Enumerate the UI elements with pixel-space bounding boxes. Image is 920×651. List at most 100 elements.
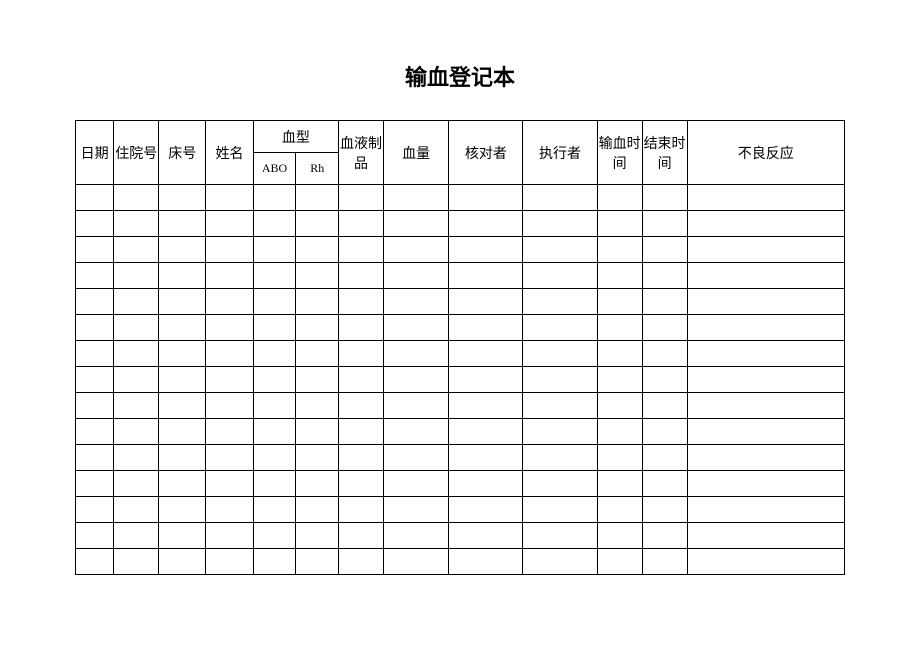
table-cell — [76, 237, 114, 263]
table-cell — [76, 471, 114, 497]
table-cell — [206, 185, 253, 211]
table-cell — [597, 263, 642, 289]
table-cell — [159, 523, 206, 549]
table-cell — [384, 471, 449, 497]
table-cell — [114, 367, 159, 393]
table-cell — [253, 523, 296, 549]
table-cell — [523, 497, 597, 523]
table-cell — [339, 497, 384, 523]
table-cell — [296, 497, 339, 523]
table-cell — [253, 549, 296, 575]
table-cell — [76, 367, 114, 393]
table-cell — [642, 289, 687, 315]
table-cell — [159, 497, 206, 523]
col-end-time: 结束时间 — [642, 121, 687, 185]
table-cell — [449, 289, 523, 315]
table-cell — [449, 523, 523, 549]
table-cell — [206, 289, 253, 315]
table-cell — [206, 419, 253, 445]
page-title: 输血登记本 — [75, 60, 845, 92]
table-cell — [339, 289, 384, 315]
table-cell — [296, 237, 339, 263]
table-cell — [253, 263, 296, 289]
table-cell — [687, 419, 844, 445]
table-cell — [687, 523, 844, 549]
table-cell — [449, 419, 523, 445]
col-adverse-reaction: 不良反应 — [687, 121, 844, 185]
table-cell — [384, 341, 449, 367]
table-cell — [523, 237, 597, 263]
table-cell — [339, 445, 384, 471]
table-cell — [159, 289, 206, 315]
table-cell — [687, 549, 844, 575]
table-cell — [76, 549, 114, 575]
table-cell — [597, 341, 642, 367]
table-cell — [296, 289, 339, 315]
table-cell — [597, 445, 642, 471]
table-cell — [597, 185, 642, 211]
table-cell — [114, 497, 159, 523]
table-cell — [449, 237, 523, 263]
table-cell — [114, 315, 159, 341]
table-cell — [642, 185, 687, 211]
table-cell — [523, 185, 597, 211]
table-cell — [687, 445, 844, 471]
table-cell — [253, 393, 296, 419]
col-admission-no: 住院号 — [114, 121, 159, 185]
table-cell — [597, 211, 642, 237]
table-cell — [523, 263, 597, 289]
table-cell — [339, 523, 384, 549]
table-row — [76, 211, 845, 237]
table-cell — [642, 263, 687, 289]
table-cell — [159, 445, 206, 471]
table-cell — [597, 237, 642, 263]
col-blood-type-abo: ABO — [253, 153, 296, 185]
table-cell — [597, 367, 642, 393]
table-cell — [449, 211, 523, 237]
table-row — [76, 393, 845, 419]
table-cell — [339, 341, 384, 367]
table-cell — [296, 523, 339, 549]
table-cell — [642, 211, 687, 237]
table-cell — [296, 471, 339, 497]
table-cell — [296, 211, 339, 237]
table-cell — [642, 497, 687, 523]
table-cell — [642, 341, 687, 367]
table-cell — [253, 497, 296, 523]
table-cell — [159, 185, 206, 211]
table-cell — [114, 445, 159, 471]
table-cell — [597, 549, 642, 575]
table-cell — [296, 549, 339, 575]
table-cell — [449, 497, 523, 523]
table-cell — [76, 393, 114, 419]
table-cell — [296, 263, 339, 289]
table-cell — [76, 263, 114, 289]
col-bed-no: 床号 — [159, 121, 206, 185]
table-cell — [687, 393, 844, 419]
table-cell — [206, 315, 253, 341]
table-cell — [159, 263, 206, 289]
table-cell — [687, 367, 844, 393]
table-cell — [296, 419, 339, 445]
table-row — [76, 289, 845, 315]
table-cell — [642, 445, 687, 471]
table-cell — [339, 211, 384, 237]
table-cell — [449, 315, 523, 341]
table-cell — [642, 471, 687, 497]
table-cell — [114, 523, 159, 549]
col-date: 日期 — [76, 121, 114, 185]
table-row — [76, 185, 845, 211]
table-cell — [76, 497, 114, 523]
table-cell — [597, 393, 642, 419]
table-cell — [687, 289, 844, 315]
table-cell — [253, 445, 296, 471]
table-cell — [449, 263, 523, 289]
table-cell — [206, 471, 253, 497]
table-row — [76, 367, 845, 393]
table-cell — [206, 367, 253, 393]
table-cell — [523, 471, 597, 497]
table-cell — [384, 237, 449, 263]
table-cell — [76, 341, 114, 367]
table-row — [76, 341, 845, 367]
table-cell — [296, 367, 339, 393]
